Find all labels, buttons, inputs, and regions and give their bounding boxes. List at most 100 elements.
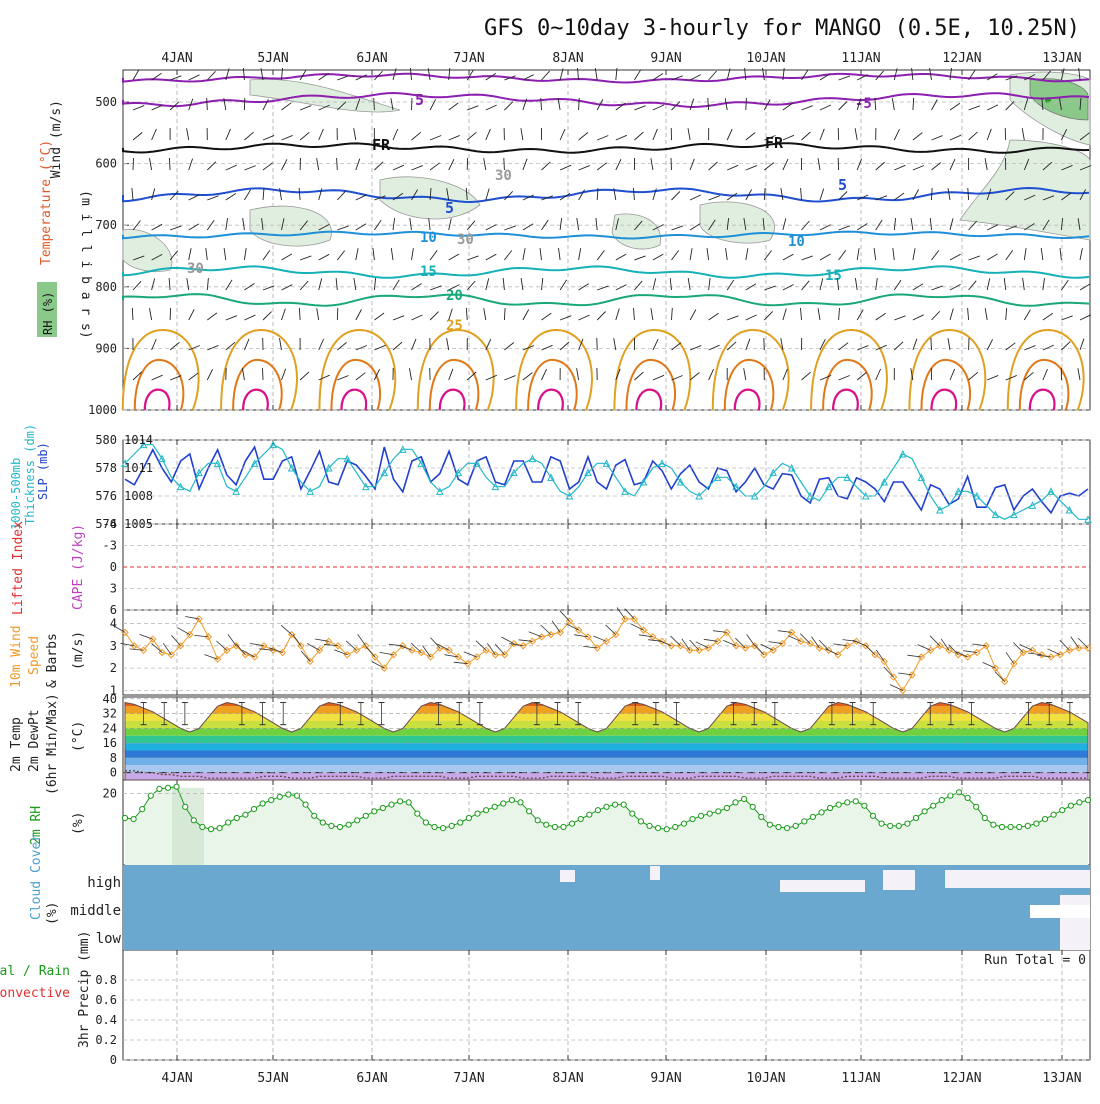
date-label-top: 5JAN bbox=[257, 51, 288, 66]
rh2m-marker bbox=[1060, 808, 1065, 813]
rh2m-marker bbox=[329, 823, 334, 828]
contour-label: 30 bbox=[457, 232, 474, 248]
wind-barb bbox=[412, 98, 413, 110]
contour-label: FR bbox=[372, 136, 391, 154]
y-label-thickness-1: 1000-500mb bbox=[9, 458, 23, 530]
rh2m-marker bbox=[484, 808, 489, 813]
date-label-top: 11JAN bbox=[841, 51, 880, 66]
pressure-tick-label: 500 bbox=[95, 95, 117, 109]
rh2m-marker bbox=[913, 815, 918, 820]
precip-tick-label: 0.2 bbox=[95, 1033, 117, 1047]
rh2m-marker bbox=[294, 793, 299, 798]
temp-tick-label: 40 bbox=[103, 692, 117, 706]
rh2m-marker bbox=[251, 807, 256, 812]
rh2m-marker bbox=[492, 804, 497, 809]
date-label-top: 12JAN bbox=[942, 51, 981, 66]
temp-band bbox=[123, 736, 1090, 743]
contour-label: 20 bbox=[446, 288, 463, 304]
temp-band bbox=[123, 758, 1090, 765]
date-label-top: 9JAN bbox=[650, 51, 681, 66]
rh2m-tick-label: 20 bbox=[103, 786, 117, 800]
rh2m-marker bbox=[1085, 798, 1090, 803]
rh2m-marker bbox=[673, 824, 678, 829]
y-label-cloud-cover: Cloud Cover bbox=[29, 834, 44, 920]
rh2m-marker bbox=[122, 815, 127, 820]
cloud-middle-gap bbox=[1030, 905, 1090, 918]
rh2m-marker bbox=[398, 799, 403, 804]
rh2m-marker bbox=[991, 822, 996, 827]
rh2m-marker bbox=[320, 820, 325, 825]
rh2m-marker bbox=[1034, 821, 1039, 826]
rh2m-marker bbox=[776, 824, 781, 829]
y-label-rh-pct: (%) bbox=[71, 812, 86, 835]
y-label-temperature: Temperature (°C) bbox=[39, 140, 54, 265]
rh2m-marker bbox=[956, 790, 961, 795]
slp-tick-label: 1008 bbox=[124, 489, 153, 503]
temp-band bbox=[123, 743, 1090, 750]
date-label-bottom: 13JAN bbox=[1042, 1071, 1081, 1086]
rh2m-marker bbox=[561, 824, 566, 829]
rh2m-marker bbox=[1025, 823, 1030, 828]
contour-label: 25 bbox=[446, 318, 463, 334]
y-label-precip: 3hr Precip (mm) bbox=[77, 931, 92, 1048]
li-tick-label: 3 bbox=[110, 582, 117, 596]
rh2m-marker bbox=[423, 820, 428, 825]
wind-barb bbox=[504, 158, 505, 170]
y-label-celsius: (°C) bbox=[71, 721, 86, 752]
rh2m-marker bbox=[870, 813, 875, 818]
thickness-tick-label: 576 bbox=[95, 489, 117, 503]
rh2m-marker bbox=[681, 821, 686, 826]
pressure-tick-label: 800 bbox=[95, 280, 117, 294]
rh2m-marker bbox=[613, 802, 618, 807]
temp-tick-label: 16 bbox=[103, 736, 117, 750]
rh2m-marker bbox=[372, 809, 377, 814]
temp-tick-label: 0 bbox=[110, 766, 117, 780]
rh2m-marker bbox=[716, 809, 721, 814]
rh2m-marker bbox=[845, 800, 850, 805]
date-label-bottom: 5JAN bbox=[257, 1071, 288, 1086]
contour-label: 10 bbox=[788, 234, 805, 250]
rh2m-marker bbox=[690, 817, 695, 822]
wind-barb bbox=[764, 338, 765, 350]
rh2m-marker bbox=[355, 818, 360, 823]
rh2m-marker bbox=[948, 793, 953, 798]
rh2m-marker bbox=[896, 823, 901, 828]
rh2m-marker bbox=[312, 813, 317, 818]
li-tick-label: 0 bbox=[110, 560, 117, 574]
rh2m-marker bbox=[432, 824, 437, 829]
rh2m-marker bbox=[243, 812, 248, 817]
li-tick-label: -6 bbox=[103, 517, 117, 531]
rh2m-marker bbox=[802, 819, 807, 824]
rh2m-marker bbox=[303, 802, 308, 807]
rh2m-marker bbox=[380, 805, 385, 810]
pressure-tick-label: 600 bbox=[95, 157, 117, 171]
y-label-slp: SLP (mb) bbox=[36, 442, 50, 500]
rh2m-marker bbox=[810, 814, 815, 819]
rh2m-marker bbox=[853, 799, 858, 804]
run-total-note: Run Total = 0 bbox=[984, 953, 1086, 968]
rh2m-marker bbox=[759, 814, 764, 819]
wind10m-tick-label: 4 bbox=[110, 616, 117, 630]
wind-barb bbox=[746, 98, 747, 110]
rh2m-marker bbox=[922, 809, 927, 814]
rh2m-marker bbox=[793, 823, 798, 828]
rh2m-marker bbox=[879, 821, 884, 826]
rh2m-marker bbox=[544, 822, 549, 827]
rh2m-marker bbox=[363, 813, 368, 818]
rh2m-marker bbox=[664, 827, 669, 832]
wind-barb bbox=[170, 308, 171, 320]
rh2m-marker bbox=[982, 815, 987, 820]
rh2m-marker bbox=[939, 798, 944, 803]
rh2m-marker bbox=[441, 826, 446, 831]
rh2m-marker bbox=[621, 802, 626, 807]
contour-label: 5 bbox=[445, 199, 454, 217]
rh2m-marker bbox=[836, 802, 841, 807]
contour-label: FR bbox=[765, 134, 784, 152]
rh2m-marker bbox=[527, 809, 532, 814]
rh2m-marker bbox=[724, 805, 729, 810]
y-label-cape: CAPE (J/kg) bbox=[71, 524, 86, 610]
wind-barb bbox=[1005, 128, 1006, 140]
contour-label: 5 bbox=[415, 91, 424, 109]
wind-barb bbox=[337, 308, 338, 320]
